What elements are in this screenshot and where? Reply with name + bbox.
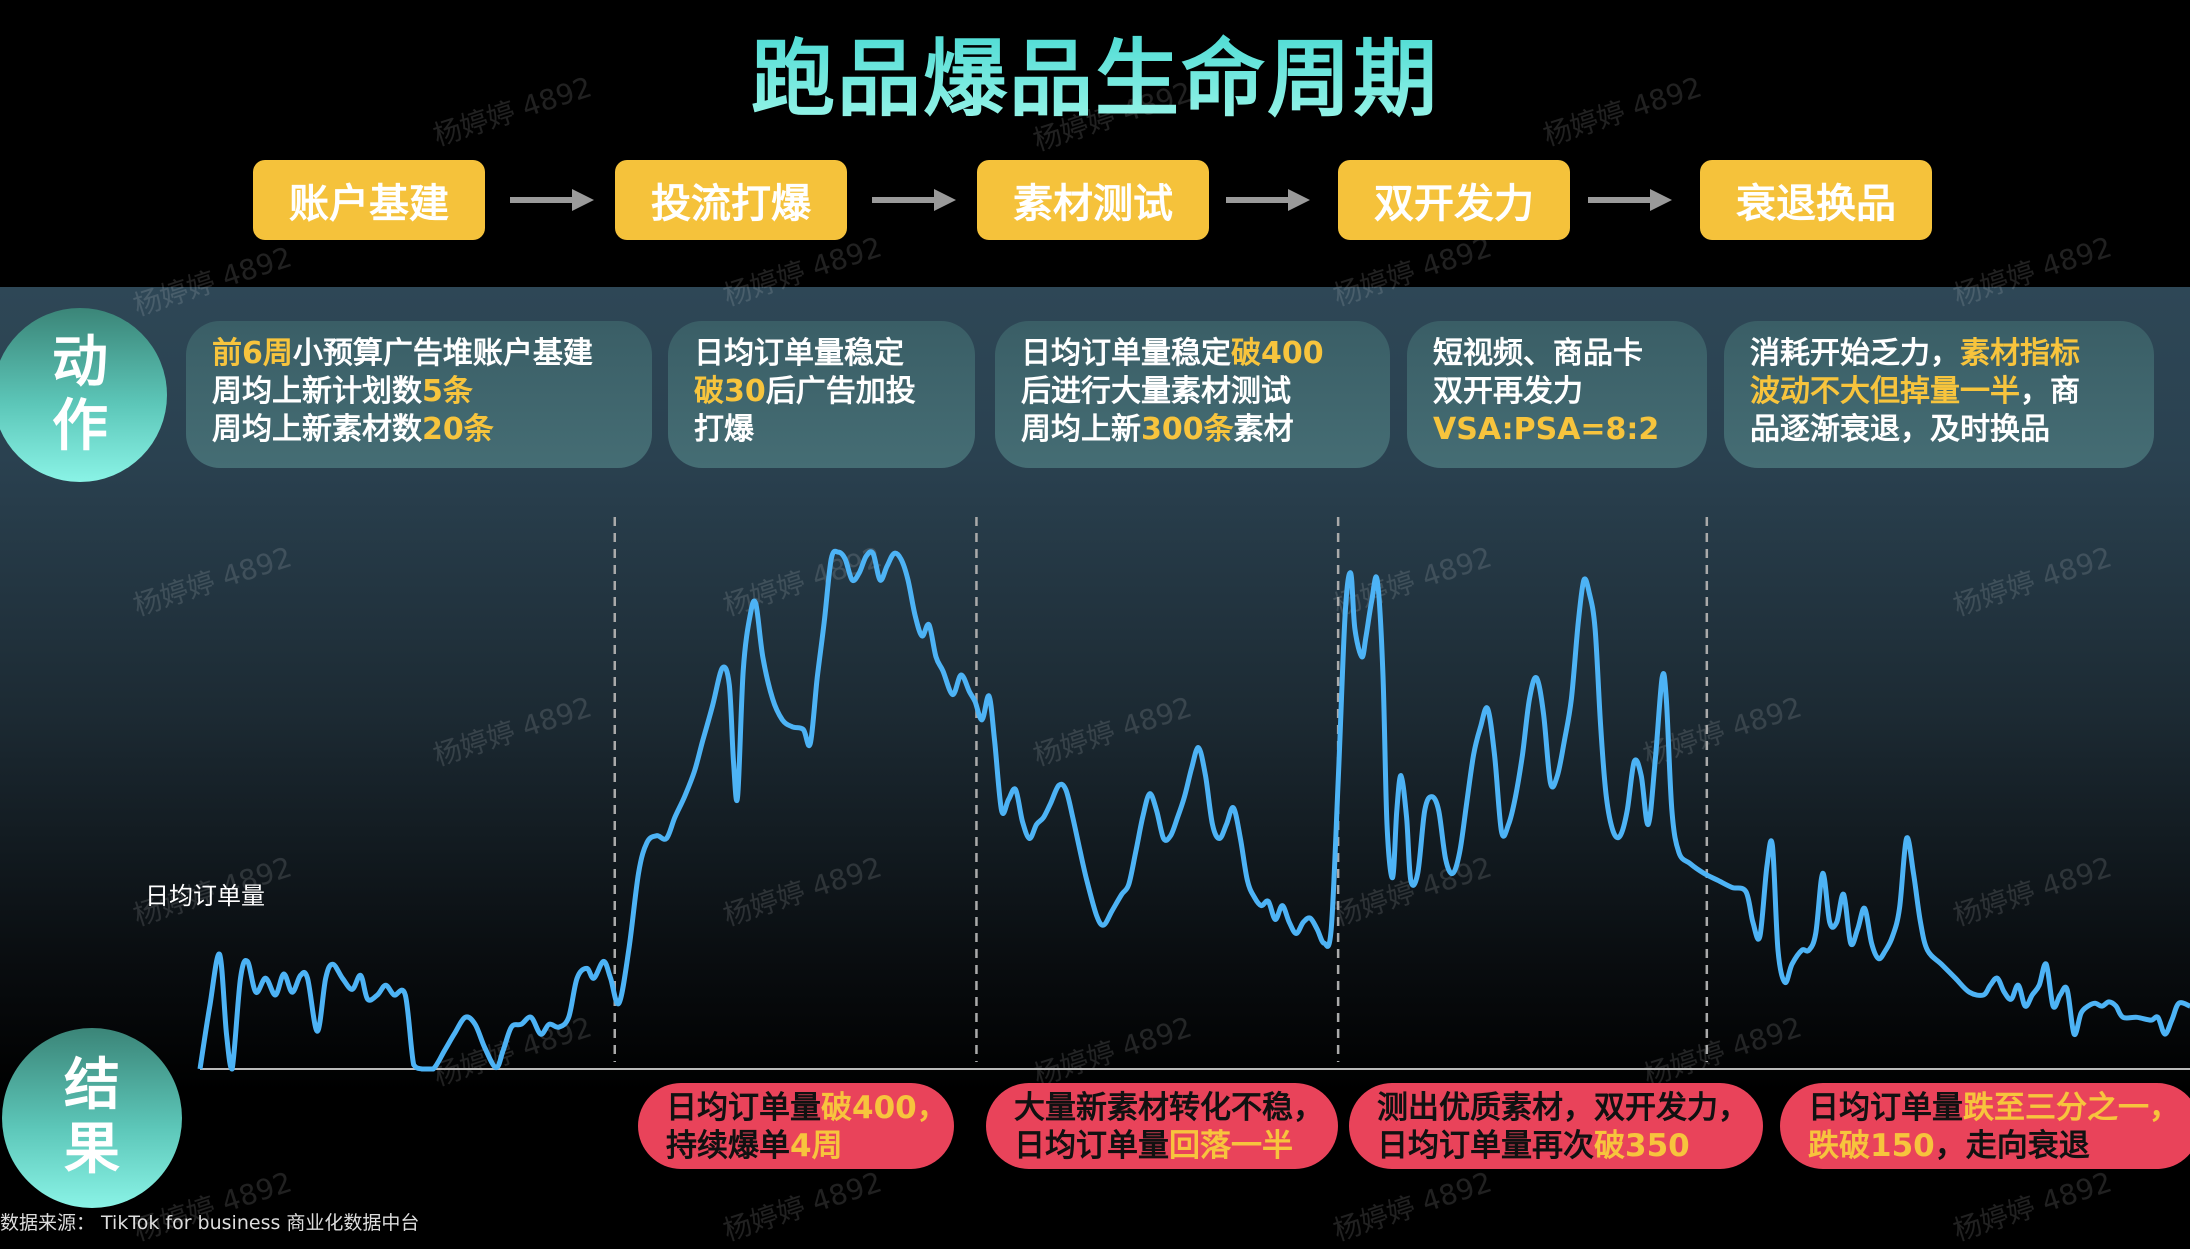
result-label-char: 果 [64, 1117, 120, 1182]
text-segment: 短视频、商品卡 [1433, 336, 1643, 371]
text-segment: 品逐渐衰退，及时换品 [1750, 412, 2050, 447]
text-line: 跌破150，走向衰退 [1808, 1127, 2190, 1165]
result-pill: 测出优质素材，双开发力， 日均订单量再次破350 [1349, 1083, 1763, 1169]
text-segment: 打爆 [694, 412, 754, 447]
result-label-circle: 结 果 [2, 1028, 182, 1208]
highlight-text: 前6周 [212, 336, 293, 371]
text-line: 周均上新300条素材 [1021, 411, 1390, 449]
highlight-text: 素材指标 [1960, 336, 2080, 371]
text-line: 持续爆单4周 [666, 1127, 954, 1165]
result-pill: 日均订单量破400， 持续爆单4周 [638, 1083, 954, 1169]
phase-decline: 衰退换品 [1700, 160, 1932, 240]
text-segment: 测出优质素材，双开发力， [1377, 1090, 1749, 1126]
text-line: 品逐渐衰退，及时换品 [1750, 411, 2154, 449]
text-segment: 日均订单量 [666, 1090, 821, 1126]
text-line: VSA:PSA=8:2 [1433, 411, 1707, 449]
phase-account-setup: 账户基建 [253, 160, 485, 240]
text-segment: 消耗开始乏力， [1750, 336, 1960, 371]
text-line: 日均订单量稳定破400 [1021, 335, 1390, 373]
text-segment: 日均订单量 [1014, 1128, 1169, 1164]
result-label-char: 结 [64, 1053, 120, 1118]
text-line: 前6周小预算广告堆账户基建 [212, 335, 652, 373]
arrow-right-icon [1588, 189, 1672, 211]
highlight-text: 破400， [821, 1090, 948, 1126]
phase-ad-boost: 投流打爆 [615, 160, 847, 240]
arrow-right-icon [872, 189, 956, 211]
text-line: 周均上新素材数20条 [212, 411, 652, 449]
text-segment: ，走向衰退 [1934, 1128, 2090, 1164]
text-segment: 日均订单量再次 [1377, 1128, 1594, 1164]
phase-dual-channel: 双开发力 [1338, 160, 1570, 240]
text-line: 大量新素材转化不稳， [1014, 1089, 1338, 1127]
text-line: 日均订单量破400， [666, 1089, 954, 1127]
text-line: 日均订单量回落一半 [1014, 1127, 1338, 1165]
text-line: 日均订单量稳定 [694, 335, 975, 373]
highlight-text: 300条 [1141, 412, 1234, 447]
data-source-note: 数据来源： TikTok for business 商业化数据中台 [0, 1212, 420, 1234]
text-segment: 日均订单量 [1808, 1090, 1963, 1126]
action-box: 日均订单量稳定 破30后广告加投 打爆 [668, 321, 975, 468]
text-line: 测出优质素材，双开发力， [1377, 1089, 1763, 1127]
text-segment: 大量新素材转化不稳， [1014, 1090, 1324, 1126]
text-line: 日均订单量跌至三分之一， [1808, 1089, 2190, 1127]
text-line: 后进行大量素材测试 [1021, 373, 1390, 411]
y-axis-label: 日均订单量 [145, 882, 265, 910]
action-box: 短视频、商品卡 双开再发力 VSA:PSA=8:2 [1407, 321, 1707, 468]
text-segment: 小预算广告堆账户基建 [292, 336, 593, 371]
highlight-text: 20条 [422, 412, 494, 447]
text-segment: 日均订单量稳定 [1021, 336, 1231, 371]
series-line-daily-orders [197, 548, 2190, 1072]
action-box: 日均订单量稳定破400 后进行大量素材测试 周均上新300条素材 [995, 321, 1390, 468]
action-box: 消耗开始乏力，素材指标 波动不大但掉量一半，商 品逐渐衰退，及时换品 [1724, 321, 2154, 468]
text-segment: 周均上新 [1021, 412, 1141, 447]
action-label-char: 作 [52, 394, 108, 459]
text-line: 日均订单量再次破350 [1377, 1127, 1763, 1165]
action-box: 前6周小预算广告堆账户基建 周均上新计划数5条 周均上新素材数20条 [186, 321, 652, 468]
page-title: 跑品爆品生命周期 [0, 12, 2190, 133]
text-segment: 日均订单量稳定 [694, 336, 904, 371]
highlight-text: 跌至三分之一， [1963, 1090, 2180, 1126]
text-segment: 周均上新素材数 [212, 412, 422, 447]
text-line: 周均上新计划数5条 [212, 373, 652, 411]
action-label-circle: 动 作 [0, 308, 167, 482]
highlight-text: 波动不大但掉量一半 [1750, 374, 2020, 409]
highlight-text: 5条 [422, 374, 473, 409]
text-line: 破30后广告加投 [694, 373, 975, 411]
text-line: 波动不大但掉量一半，商 [1750, 373, 2154, 411]
arrow-right-icon [1226, 189, 1310, 211]
highlight-text: 4周 [790, 1128, 843, 1164]
text-segment: 周均上新计划数 [212, 374, 422, 409]
text-segment: 素材 [1233, 412, 1294, 447]
action-label-char: 动 [52, 330, 108, 395]
phase-creative-test: 素材测试 [977, 160, 1209, 240]
text-line: 消耗开始乏力，素材指标 [1750, 335, 2154, 373]
highlight-text: 破400 [1231, 336, 1324, 371]
highlight-text: VSA:PSA=8:2 [1433, 412, 1660, 447]
highlight-text: 回落一半 [1169, 1128, 1293, 1164]
text-segment: 持续爆单 [666, 1128, 790, 1164]
text-segment: ，商 [2020, 374, 2080, 409]
text-segment: 后广告加投 [765, 374, 916, 409]
result-pill: 大量新素材转化不稳， 日均订单量回落一半 [986, 1083, 1338, 1169]
text-line: 短视频、商品卡 [1433, 335, 1707, 373]
arrow-right-icon [510, 189, 594, 211]
result-pill: 日均订单量跌至三分之一， 跌破150，走向衰退 [1780, 1083, 2190, 1169]
highlight-text: 跌破150 [1808, 1128, 1935, 1164]
highlight-text: 破350 [1594, 1128, 1690, 1164]
text-segment: 双开再发力 [1433, 374, 1583, 409]
text-segment: 后进行大量素材测试 [1021, 374, 1291, 409]
highlight-text: 破30 [694, 374, 766, 409]
text-line: 双开再发力 [1433, 373, 1707, 411]
text-line: 打爆 [694, 411, 975, 449]
